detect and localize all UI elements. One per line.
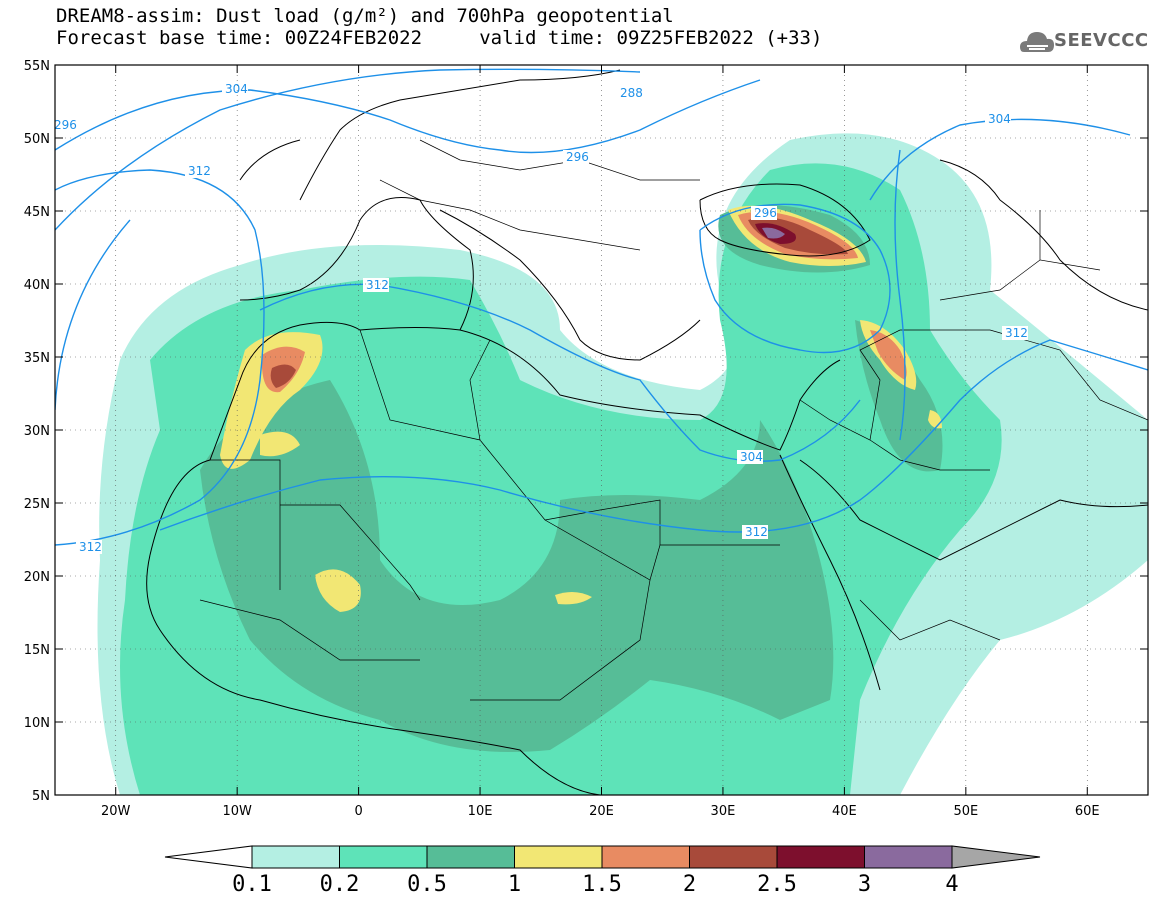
latitude-label: 25N (24, 497, 50, 512)
geopotential-contours (55, 68, 1148, 546)
colorbar-swatch (601, 845, 690, 869)
contour-label: 312 (188, 164, 211, 178)
colorbar-swatch (514, 845, 603, 869)
latitude-label: 5N (32, 789, 50, 804)
contour-label: 304 (225, 82, 248, 96)
contour-label: 312 (366, 278, 389, 292)
latitude-label: 50N (24, 132, 50, 147)
latitude-label: 15N (24, 643, 50, 658)
longitude-label: 60E (1075, 804, 1100, 819)
latitude-label: 10N (24, 716, 50, 731)
latitude-label: 20N (24, 570, 50, 585)
colorbar (164, 845, 1041, 869)
dust-field: 304 288 296 296 312 312 296 312 304 312 … (54, 65, 1148, 795)
longitude-label: 30E (711, 804, 736, 819)
colorbar-label: 1.5 (582, 872, 622, 897)
contour-label: 296 (566, 150, 589, 164)
colorbar-swatch (864, 845, 953, 869)
longitude-label: 20E (589, 804, 614, 819)
colorbar-arrow-right (951, 845, 1041, 869)
axis-ticks (55, 64, 1148, 796)
colorbar-label: 0.1 (232, 872, 272, 897)
longitude-label: 20W (101, 804, 131, 819)
contour-label: 296 (54, 118, 77, 132)
longitude-label: 0 (354, 804, 362, 819)
cloud-icon (1020, 32, 1054, 52)
map-title-line2: Forecast base time: 00Z24FEB2022 valid t… (56, 27, 823, 49)
contour-labels: 304 288 296 296 312 312 296 312 304 312 … (54, 82, 1028, 554)
colorbar-label: 4 (945, 872, 959, 897)
colorbar-label: 3 (857, 872, 872, 897)
colorbar-label: 1 (507, 872, 522, 897)
map-title-line1: DREAM8-assim: Dust load (g/m²) and 700hP… (56, 5, 674, 27)
colorbar-arrow-left (164, 845, 253, 869)
latitude-label: 30N (24, 424, 50, 439)
colorbar-swatch (251, 845, 340, 869)
contour-label: 312 (745, 525, 768, 539)
latitude-labels: 55N 50N 45N 40N 35N 30N 25N 20N 15N 10N 5N (24, 59, 50, 804)
gridlines (55, 65, 1148, 795)
colorbar-swatch (689, 845, 778, 869)
colorbar-label: 0.2 (319, 872, 360, 897)
contour-label: 288 (620, 86, 643, 100)
latitude-label: 40N (24, 278, 50, 293)
longitude-labels: 20W 10W 0 10E 20E 30E 40E 50E 60E (101, 804, 1100, 819)
colorbar-swatch (776, 845, 865, 869)
longitude-label: 50E (953, 804, 978, 819)
colorbar-label: 2.5 (757, 872, 797, 897)
longitude-label: 40E (832, 804, 857, 819)
colorbar-swatch (426, 845, 515, 869)
coastlines (146, 69, 1148, 795)
latitude-label: 45N (24, 205, 50, 220)
colorbar-swatch (339, 845, 428, 869)
colorbar-label: 0.5 (407, 872, 447, 897)
contour-label: 304 (740, 450, 763, 464)
colorbar-label: 2 (682, 872, 697, 897)
contour-label: 296 (754, 206, 777, 220)
contour-label: 312 (1005, 326, 1028, 340)
logo-text: SEEVCCC (1054, 30, 1149, 51)
longitude-label: 10W (222, 804, 252, 819)
latitude-label: 55N (24, 59, 50, 74)
contour-label: 312 (79, 540, 102, 554)
contour-label: 304 (988, 112, 1011, 126)
latitude-label: 35N (24, 351, 50, 366)
longitude-label: 10E (468, 804, 493, 819)
